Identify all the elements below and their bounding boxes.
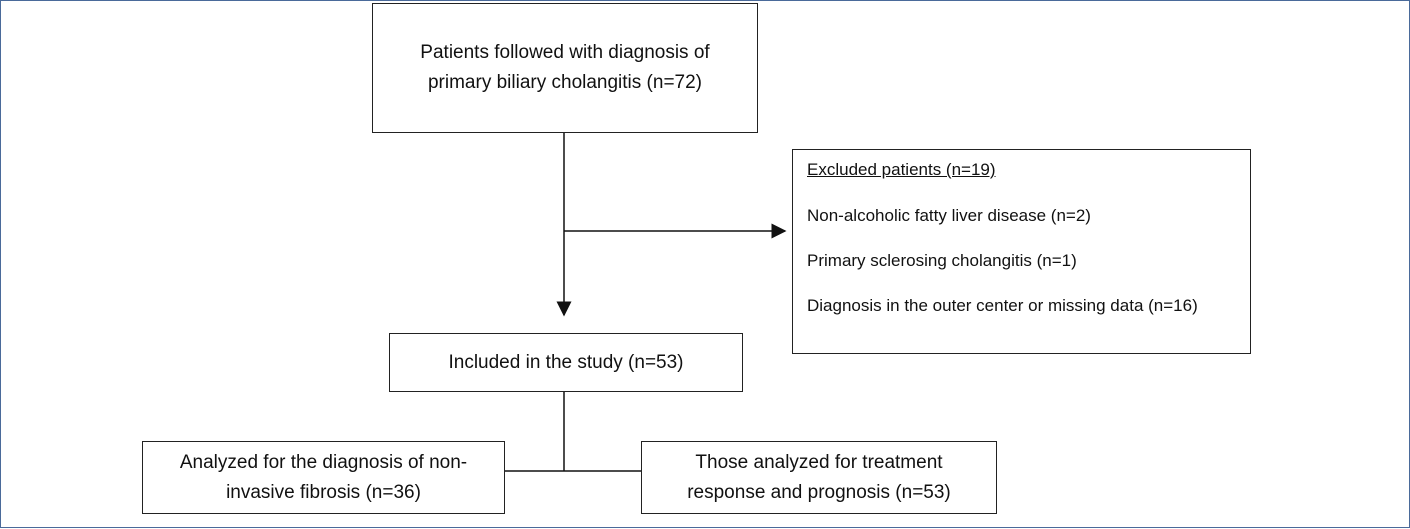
node-text: Analyzed for the diagnosis of non- [179,451,468,473]
excluded-title: Excluded patients (n=19) [807,160,996,179]
node-box: Included in the study (n=53) [389,333,743,392]
node-box: Those analyzed for treatment response an… [641,441,997,514]
node-box: Patients followed with diagnosis of prim… [372,3,758,133]
node-text: Those analyzed for treatment [695,451,943,473]
node-text: invasive fibrosis (n=36) [226,481,421,503]
excluded-box: Excluded patients (n=19) Non-alcoholic f… [792,149,1251,354]
node-text: primary biliary cholangitis (n=72) [427,72,703,93]
excluded-item: Non-alcoholic fatty liver disease (n=2) [807,206,1091,225]
node-text: Included in the study (n=53) [448,351,684,373]
node-box: Analyzed for the diagnosis of non- invas… [142,441,505,514]
excluded-item: Diagnosis in the outer center or missing… [807,296,1198,315]
node-text: Patients followed with diagnosis of [420,42,710,63]
excluded-item: Primary sclerosing cholangitis (n=1) [807,251,1077,270]
node-text: response and prognosis (n=53) [687,481,951,503]
